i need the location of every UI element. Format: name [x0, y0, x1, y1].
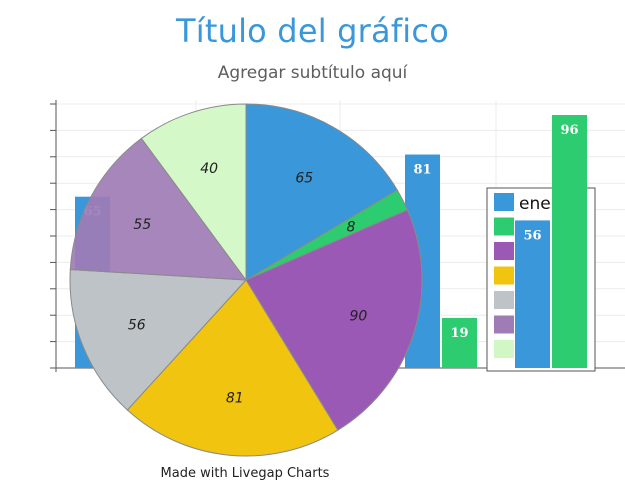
pie-slice-label: 81 — [226, 390, 244, 406]
legend-swatch — [494, 193, 514, 211]
pie-slice-label: 90 — [350, 309, 368, 325]
bar-series-1-3-front — [515, 220, 550, 368]
bar-data-label: 96 — [560, 123, 578, 138]
pie-slice-3 — [245, 209, 423, 431]
pie-chart: 65 8 90 81 56 55 40 — [69, 103, 423, 457]
chart-title: Título del gráfico — [176, 12, 449, 50]
pie-slice-1 — [245, 103, 398, 281]
pie-slice-label: 8 — [346, 219, 355, 235]
footer-credit: Made with Livegap Charts — [160, 466, 330, 481]
legend-swatch — [494, 242, 514, 260]
legend-swatch — [494, 217, 514, 236]
pie-slice-4 — [126, 279, 339, 457]
legend-swatch — [494, 340, 514, 358]
bar-data-label: 56 — [523, 228, 541, 243]
legend-swatch — [494, 315, 514, 334]
chart-subtitle: Agregar subtítulo aquí — [217, 63, 408, 83]
legend-swatch — [494, 266, 514, 285]
bar-series-2-3-front — [552, 115, 587, 368]
legend-label: ene — [519, 194, 551, 214]
pie-slice-5 — [69, 268, 248, 411]
pie-slice-6 — [69, 137, 248, 281]
pie-slice-7 — [140, 103, 247, 282]
bar-series-2-2 — [442, 317, 477, 368]
pie-slice-label: 56 — [128, 317, 146, 333]
bar-data-label: 19 — [450, 326, 468, 341]
legend-swatch — [494, 291, 514, 309]
legend: ene 56 96 — [486, 115, 596, 372]
pie-slice-label: 55 — [133, 217, 151, 233]
bar-data-label: 81 — [413, 163, 431, 178]
pie-slice-label: 65 — [295, 170, 313, 186]
pie-slice-label: 40 — [200, 161, 218, 177]
